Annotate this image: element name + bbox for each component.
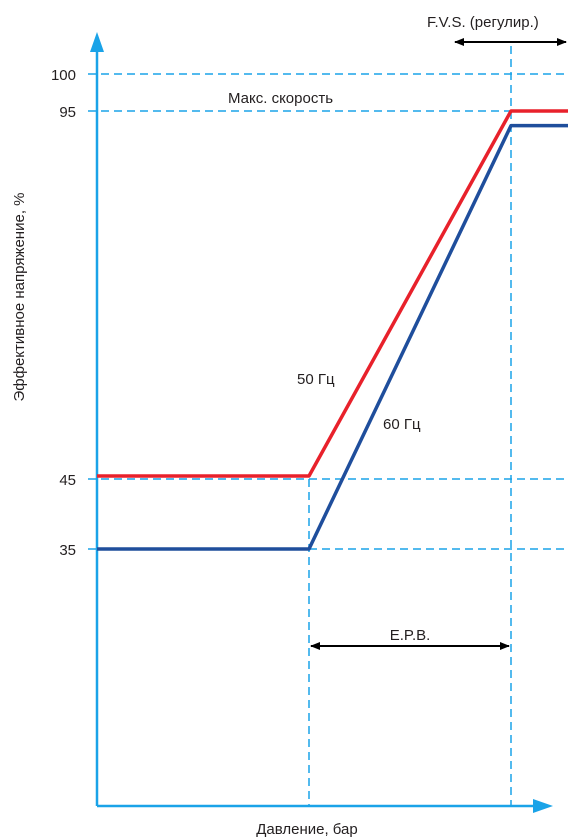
y-axis-title: Эффективное напряжение, % bbox=[11, 193, 28, 402]
series-label-50hz: 50 Гц bbox=[297, 371, 335, 388]
y-axis-arrow bbox=[90, 32, 104, 52]
max-speed-label: Макс. скорость bbox=[228, 90, 333, 107]
fvs-label: F.V.S. (регулир.) bbox=[427, 14, 539, 31]
y-tick-45: 45 bbox=[59, 472, 76, 489]
y-tick-95: 95 bbox=[59, 104, 76, 121]
series-line-50hz bbox=[97, 109, 568, 478]
series-line-60hz bbox=[97, 123, 568, 551]
epb-label: E.P.B. bbox=[390, 627, 431, 644]
y-tick-35: 35 bbox=[59, 542, 76, 559]
y-tick-labels: 100 95 45 35 bbox=[51, 67, 76, 559]
x-axis-title: Давление, бар bbox=[256, 821, 358, 838]
series-group bbox=[97, 109, 568, 551]
x-axis-arrow bbox=[533, 799, 553, 813]
axes bbox=[90, 32, 553, 813]
y-tick-100: 100 bbox=[51, 67, 76, 84]
series-label-60hz: 60 Гц bbox=[383, 416, 421, 433]
